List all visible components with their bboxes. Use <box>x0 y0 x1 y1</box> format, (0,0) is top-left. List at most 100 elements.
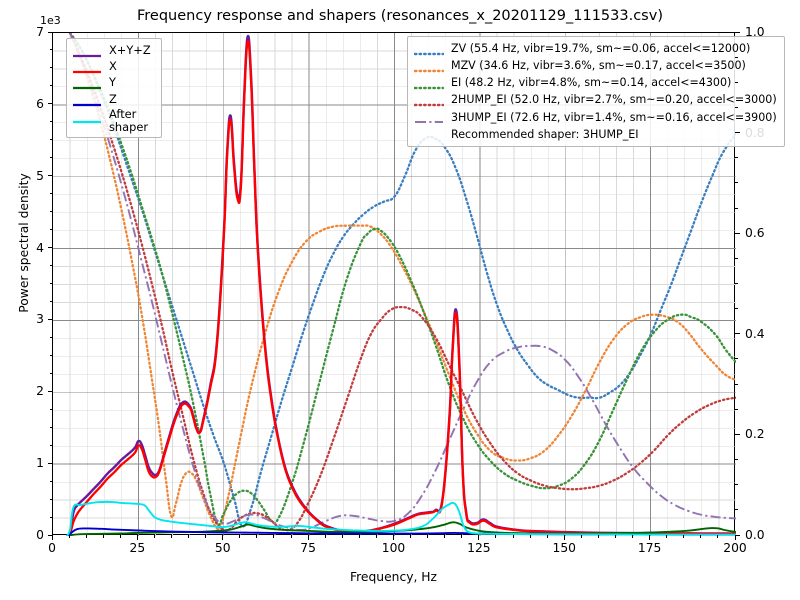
axis-tick-mark <box>49 49 52 51</box>
legend-swatch <box>413 95 445 107</box>
shaper-curves <box>68 33 736 533</box>
x-tick-label: 100 <box>381 541 406 555</box>
axis-tick-mark <box>222 535 224 540</box>
axis-tick-mark <box>735 333 740 335</box>
axis-tick-mark <box>735 383 738 385</box>
axis-tick-mark <box>546 535 548 538</box>
legend-swatch <box>72 112 102 123</box>
axis-tick-mark <box>85 535 87 538</box>
y-tick-label-right: 0.2 <box>745 427 765 442</box>
shaper-curve-zv <box>68 33 736 528</box>
axis-tick-mark <box>683 535 685 538</box>
legend-item-x[interactable]: X <box>72 59 155 75</box>
legend-label: X <box>109 59 117 74</box>
axis-tick-mark <box>734 535 736 540</box>
y-tick-label-right: 1.0 <box>745 25 765 39</box>
axis-tick-mark <box>735 509 738 511</box>
axis-tick-mark <box>49 283 52 284</box>
axis-tick-mark <box>717 535 719 538</box>
axis-tick-mark <box>649 535 651 540</box>
axis-tick-mark <box>341 535 343 538</box>
legend-line-sample <box>73 87 101 90</box>
legend-swatch <box>413 44 445 55</box>
axis-tick-mark <box>735 81 738 83</box>
y-tick-label-right: 0.4 <box>745 326 765 341</box>
axis-tick-mark <box>735 308 738 310</box>
axis-tick-mark <box>735 232 740 234</box>
axis-tick-mark <box>444 535 446 538</box>
legend-swatch <box>72 95 102 106</box>
axis-tick-mark <box>563 535 565 540</box>
shaper-curve-3hump_ei <box>69 33 736 531</box>
legend-label: After shaper <box>109 106 149 134</box>
legend-item-y[interactable]: Y <box>72 75 155 91</box>
legend-item-zv[interactable]: ZV (55.4 Hz, vibr=19.7%, sm~=0.06, accel… <box>413 40 777 57</box>
y-tick-label-left: 5 <box>36 168 44 183</box>
plot-area <box>52 32 736 536</box>
axis-tick-mark <box>49 516 52 518</box>
legend-swatch <box>413 78 445 90</box>
y-tick-label-left: 1 <box>36 456 44 471</box>
legend-item-3hump-ei[interactable]: 3HUMP_EI (72.6 Hz, vibr=1.4%, sm~=0.16, … <box>414 109 777 126</box>
axis-tick-mark <box>735 157 738 159</box>
axis-tick-mark <box>324 535 326 538</box>
axis-tick-mark <box>632 535 633 538</box>
x-tick-label: 150 <box>552 541 576 555</box>
y-tick-label-left: 3 <box>36 312 44 327</box>
legend-item-mzv[interactable]: MZV (34.6 Hz, vibr=3.6%, sm~=0.17, accel… <box>413 57 777 74</box>
axis-tick-mark <box>49 265 52 266</box>
legend-item-z[interactable]: Z <box>72 92 155 108</box>
axis-tick-mark <box>49 229 52 230</box>
legend-line-sample <box>415 121 443 124</box>
shaper-curve-ei <box>68 33 736 526</box>
y-tick-label-right: 0.6 <box>745 226 765 241</box>
axis-tick-mark <box>49 139 52 141</box>
legend-shapers: ZV (55.4 Hz, vibr=19.7%, sm~=0.06, accel… <box>407 36 785 148</box>
recommended-shaper-note: Recommended shaper: 3HUMP_EI <box>414 126 777 143</box>
legend-item-after-shaper[interactable]: After shaper <box>72 106 155 134</box>
legend-item-2hump-ei[interactable]: 2HUMP_EI (52.0 Hz, vibr=2.7%, sm~=0.20, … <box>413 92 777 109</box>
legend-swatch <box>72 62 102 74</box>
axis-tick-mark <box>188 535 189 538</box>
axis-tick-mark <box>410 535 411 538</box>
axis-tick-mark <box>153 535 155 538</box>
x-tick-label: 175 <box>637 541 662 555</box>
axis-tick-mark <box>47 175 52 177</box>
axis-tick-mark <box>597 535 599 538</box>
legend-swatch <box>414 112 444 124</box>
axis-tick-mark <box>529 535 531 538</box>
axis-tick-mark <box>735 106 738 108</box>
axis-tick-mark <box>478 535 480 540</box>
y-tick-label-left: 0 <box>36 528 44 542</box>
axis-tick-mark <box>49 211 52 213</box>
y-tick-label-left: 2 <box>36 384 44 399</box>
axis-tick-mark <box>735 31 740 33</box>
legend-item-ei[interactable]: EI (48.2 Hz, vibr=4.8%, sm~=0.14, accel<… <box>413 74 777 91</box>
axis-tick-mark <box>49 193 52 195</box>
x-tick-label: 25 <box>129 541 146 555</box>
psd-curves <box>65 34 736 536</box>
chart-title: Frequency response and shapers (resonanc… <box>137 8 663 24</box>
axis-tick-mark <box>239 535 241 538</box>
y-tick-label-left: 7 <box>36 25 44 39</box>
axis-tick-mark <box>666 535 668 538</box>
axis-tick-mark <box>290 535 292 538</box>
legend-item-x-y-z[interactable]: X+Y+Z <box>72 43 155 59</box>
axis-tick-mark <box>735 257 738 259</box>
axis-tick-mark <box>49 408 52 410</box>
y-tick-label-left: 6 <box>36 96 44 111</box>
axis-tick-mark <box>47 318 52 321</box>
axis-tick-mark <box>49 498 52 500</box>
psd-curve-after-shaper <box>65 500 736 536</box>
shaper-curve-2hump_ei <box>68 33 736 533</box>
y-tick-label-left: 4 <box>36 240 44 255</box>
axis-tick-mark <box>735 484 738 486</box>
legend-label: MZV (34.6 Hz, vibr=3.6%, sm~=0.17, accel… <box>451 58 746 72</box>
legend-line-sample <box>413 103 445 107</box>
axis-tick-mark <box>735 132 740 134</box>
axis-tick-mark <box>49 480 52 482</box>
y-axis-offset-label: 1e3 <box>40 14 61 27</box>
axis-tick-mark <box>49 121 52 123</box>
axis-tick-mark <box>49 426 52 428</box>
axis-tick-mark <box>735 207 738 209</box>
